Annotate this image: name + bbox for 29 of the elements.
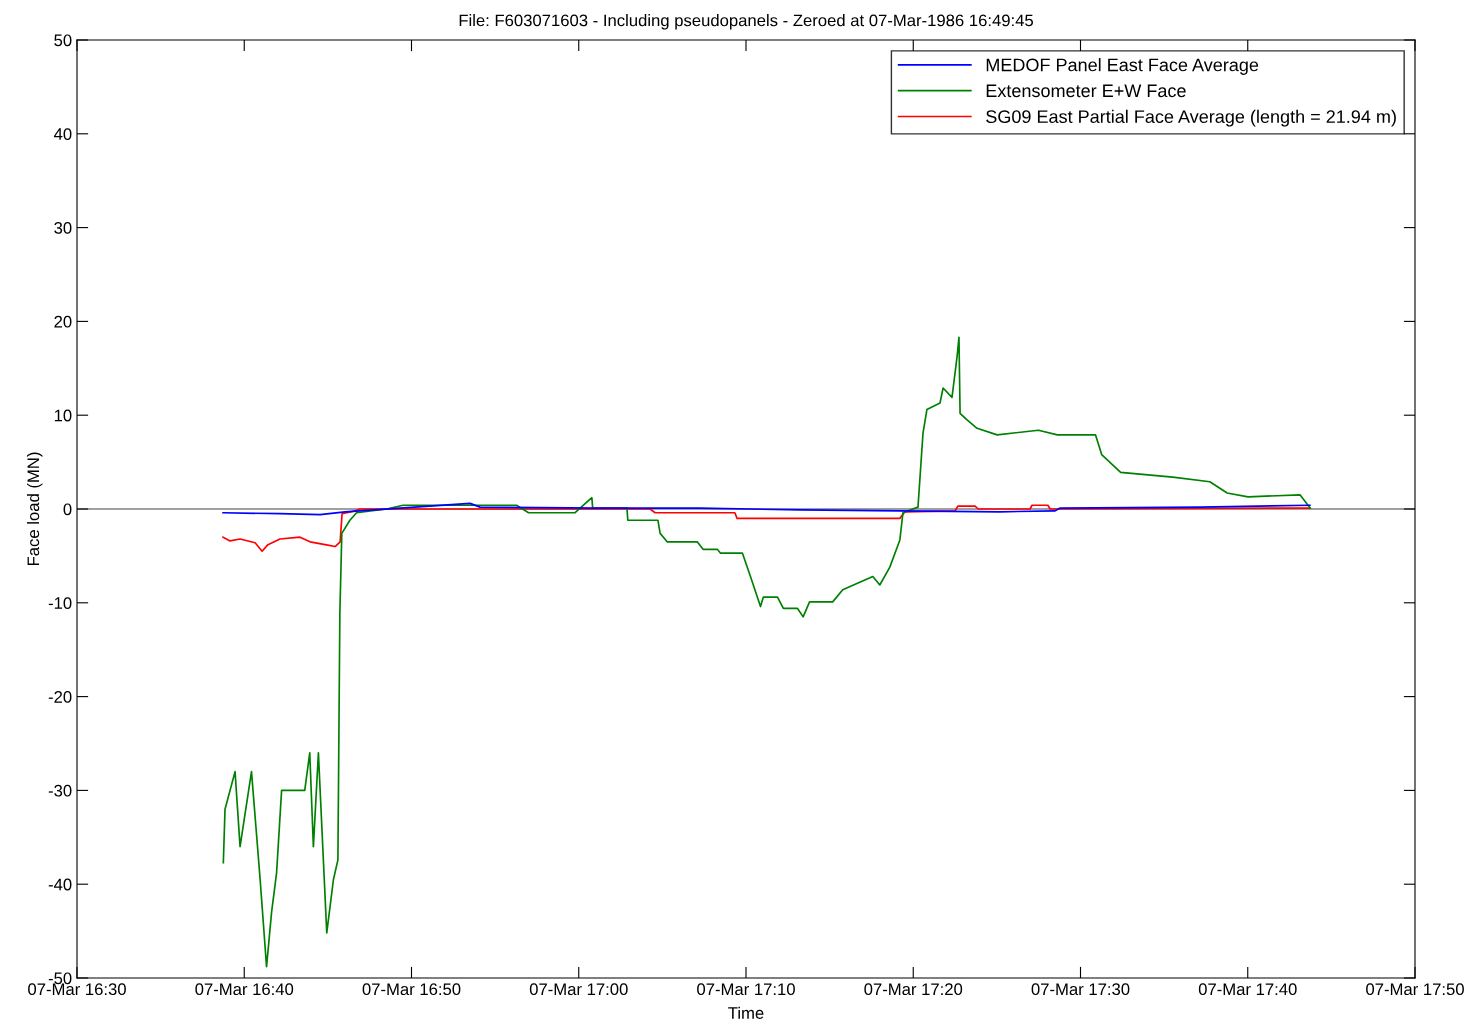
legend-label: MEDOF Panel East Face Average [986, 58, 1259, 75]
chart-title: File: F603071603 - Including pseudopanels - Zeroed at 07-Mar-1986 16:49:45 [459, 14, 1034, 30]
legend-label: Extensometer E+W Face [986, 84, 1186, 98]
x-tick-label: 07-Mar 17:00 [529, 983, 628, 996]
y-tick-label: 0 [63, 503, 72, 516]
line-series [222, 504, 1311, 553]
x-axis-title: Time [728, 1006, 764, 1019]
x-tick-label: 07-Mar 17:40 [1198, 983, 1297, 996]
y-tick-label: 10 [54, 409, 72, 422]
y-tick-label: -50 [48, 972, 72, 985]
line-series [222, 502, 1311, 516]
y-tick-label: 40 [53, 128, 72, 140]
y-tick-label: -10 [48, 597, 72, 609]
y-tick-label: 50 [54, 34, 72, 47]
x-tick-label: 07-Mar 17:30 [1031, 983, 1130, 996]
y-axis-title: Face load (MN) [26, 452, 43, 566]
x-tick-label: 07-Mar 16:50 [362, 983, 461, 996]
x-tick-label: 07-Mar 16:30 [28, 983, 126, 996]
y-tick-label: 30 [54, 222, 72, 234]
x-tick-label: 07-Mar 17:50 [1366, 983, 1464, 996]
y-tick-label: -30 [48, 784, 72, 797]
y-tick-label: -20 [48, 691, 72, 703]
y-tick-label: 20 [54, 315, 72, 328]
y-tick-label: -40 [48, 878, 72, 891]
x-tick-label: 07-Mar 16:40 [195, 983, 294, 996]
legend-label: SG09 East Partial Face Average (length = 21.94 m) [986, 109, 1396, 127]
line-series [222, 336, 1312, 968]
x-tick-label: 07-Mar 17:20 [864, 983, 963, 996]
x-tick-label: 07-Mar 17:10 [697, 983, 795, 996]
